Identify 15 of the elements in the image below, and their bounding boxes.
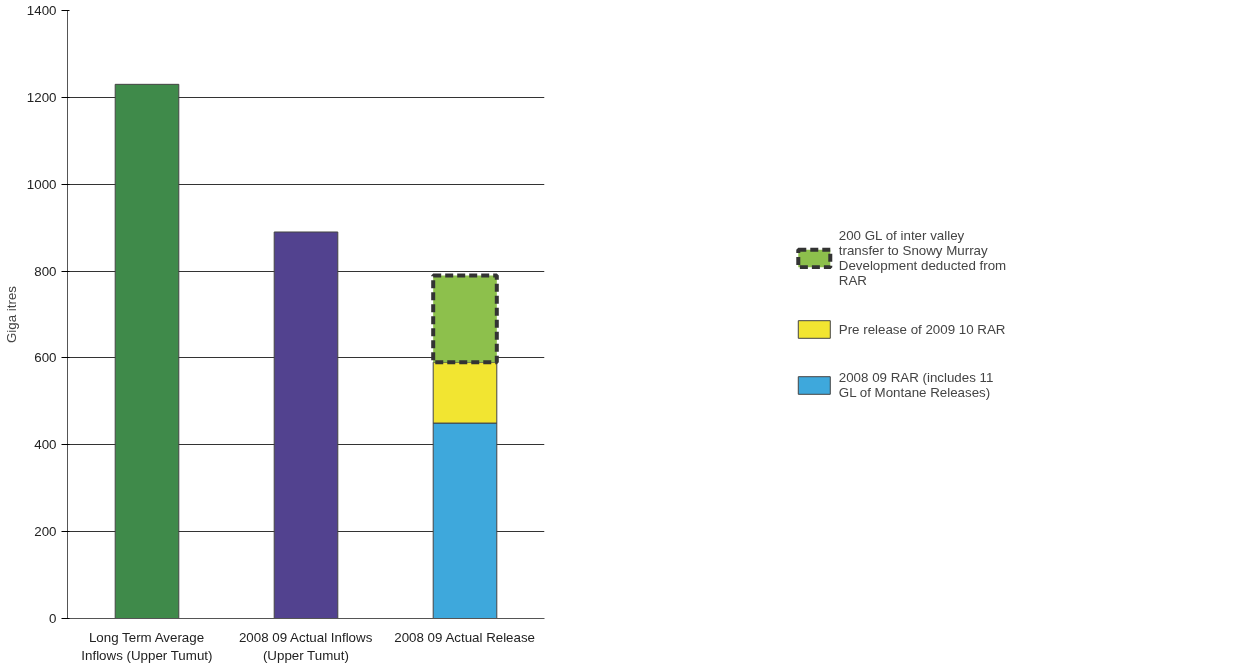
- x-tick-label: 2008 09 Actual Inflows (Upper Tumut): [238, 629, 373, 663]
- y-tick-label: 1000: [26, 176, 57, 192]
- y-tick-label: 1200: [26, 89, 57, 105]
- y-tick-label: 200: [34, 524, 57, 540]
- y-tick-label: 0: [49, 611, 57, 626]
- legend-label: Pre release of 2009 10 RAR: [838, 321, 1006, 337]
- legend-label: 200 GL of inter valley transfer to Snowy Murray Development deducted from RAR: [838, 228, 1007, 288]
- y-tick-label: 600: [34, 350, 57, 366]
- x-tick-label: 2008 09 Actual Release: [394, 629, 536, 645]
- y-axis-title: Giga itres: [3, 285, 19, 344]
- y-tick-label: 800: [34, 263, 57, 279]
- x-tick-label: Long Term Average Inflows (Upper Tumut): [81, 629, 213, 663]
- y-tick-label: 1400: [26, 3, 57, 18]
- legend-label: 2008 09 RAR (includes 11 GL of Montane Releases): [838, 370, 994, 400]
- y-tick-label: 400: [34, 437, 57, 453]
